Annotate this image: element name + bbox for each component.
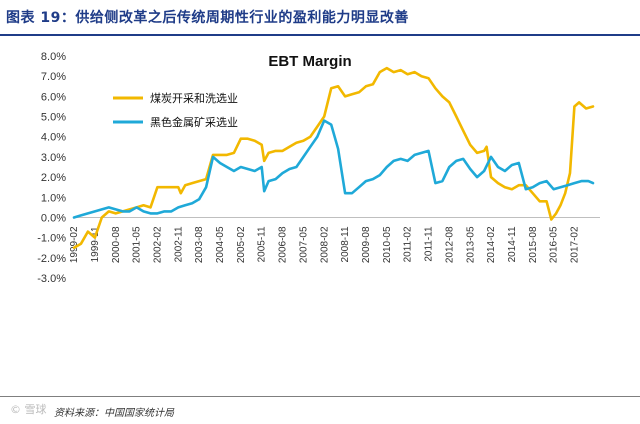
y-tick-label: -1.0% bbox=[37, 233, 66, 245]
y-tick-label: 0.0% bbox=[41, 212, 66, 224]
footer-rule bbox=[0, 396, 640, 397]
legend-label: 煤炭开采和洗选业 bbox=[150, 92, 238, 105]
x-tick-label: 2003-08 bbox=[194, 226, 205, 263]
y-tick-label: 1.0% bbox=[41, 192, 66, 204]
x-tick-label: 2000-08 bbox=[111, 226, 122, 263]
series-line-2 bbox=[72, 119, 595, 219]
y-tick-label: -2.0% bbox=[37, 253, 66, 265]
y-tick-label: 3.0% bbox=[41, 152, 66, 164]
y-tick-label: 2.0% bbox=[41, 172, 66, 184]
x-tick-label: 2014-02 bbox=[486, 226, 497, 263]
x-tick-label: 2005-02 bbox=[236, 226, 247, 263]
x-tick-label: 2008-11 bbox=[340, 226, 351, 262]
y-tick-label: 6.0% bbox=[41, 91, 66, 103]
ebt-margin-chart: 8.0% 7.0% 6.0% 5.0% 4.0% 3.0% 2.0% 1.0% 0.0% -1.0… bbox=[37, 51, 600, 285]
x-tick-label: 2010-05 bbox=[382, 226, 393, 263]
source-note: 资料来源：中国国家统计局 bbox=[54, 408, 174, 419]
x-tick-label: 2013-05 bbox=[465, 226, 476, 263]
figure-title: 图表 19：供给侧改革之后传统周期性行业的盈利能力明显改善 bbox=[6, 10, 409, 26]
title-underline bbox=[0, 34, 640, 36]
x-axis-ticks: 1999-02 1999-11 2000-08 2001-05 2002-02 2002-… bbox=[69, 226, 580, 263]
y-tick-label: 7.0% bbox=[41, 71, 66, 83]
y-tick-label: -3.0% bbox=[37, 273, 66, 285]
x-tick-label: 2015-08 bbox=[528, 226, 539, 263]
x-tick-label: 2011-11 bbox=[424, 226, 435, 262]
watermark: © 雪球 bbox=[10, 403, 47, 416]
x-tick-label: 2012-08 bbox=[444, 226, 455, 263]
x-tick-label: 1999-11 bbox=[90, 226, 101, 262]
x-tick-label: 2008-02 bbox=[319, 226, 330, 263]
x-tick-label: 2011-02 bbox=[403, 226, 414, 262]
x-tick-label: 2017-02 bbox=[570, 226, 581, 263]
y-axis-ticks: 8.0% 7.0% 6.0% 5.0% 4.0% 3.0% 2.0% 1.0% 0.0% -1.0… bbox=[37, 51, 66, 285]
y-tick-label: 5.0% bbox=[41, 112, 66, 124]
x-tick-label: 2005-11 bbox=[257, 226, 268, 262]
legend-label: 黑色金属矿采选业 bbox=[150, 115, 238, 129]
y-tick-label: 4.0% bbox=[41, 132, 66, 144]
x-tick-label: 2009-08 bbox=[361, 226, 372, 263]
series-layer bbox=[72, 66, 595, 249]
x-tick-label: 1999-02 bbox=[69, 226, 80, 263]
series-line-1 bbox=[72, 66, 595, 249]
x-tick-label: 2007-05 bbox=[298, 226, 309, 263]
x-tick-label: 2001-05 bbox=[132, 226, 143, 263]
x-tick-label: 2014-11 bbox=[507, 226, 518, 262]
chart-title: EBT Margin bbox=[268, 53, 351, 70]
x-tick-label: 2002-02 bbox=[152, 226, 163, 263]
x-tick-label: 2002-11 bbox=[173, 226, 184, 262]
x-tick-label: 2004-05 bbox=[215, 226, 226, 263]
y-tick-label: 8.0% bbox=[41, 51, 66, 63]
title-bar: 图表 19：供给侧改革之后传统周期性行业的盈利能力明显改善 bbox=[0, 0, 640, 34]
x-tick-label: 2006-08 bbox=[278, 226, 289, 263]
x-tick-label: 2016-05 bbox=[549, 226, 560, 263]
